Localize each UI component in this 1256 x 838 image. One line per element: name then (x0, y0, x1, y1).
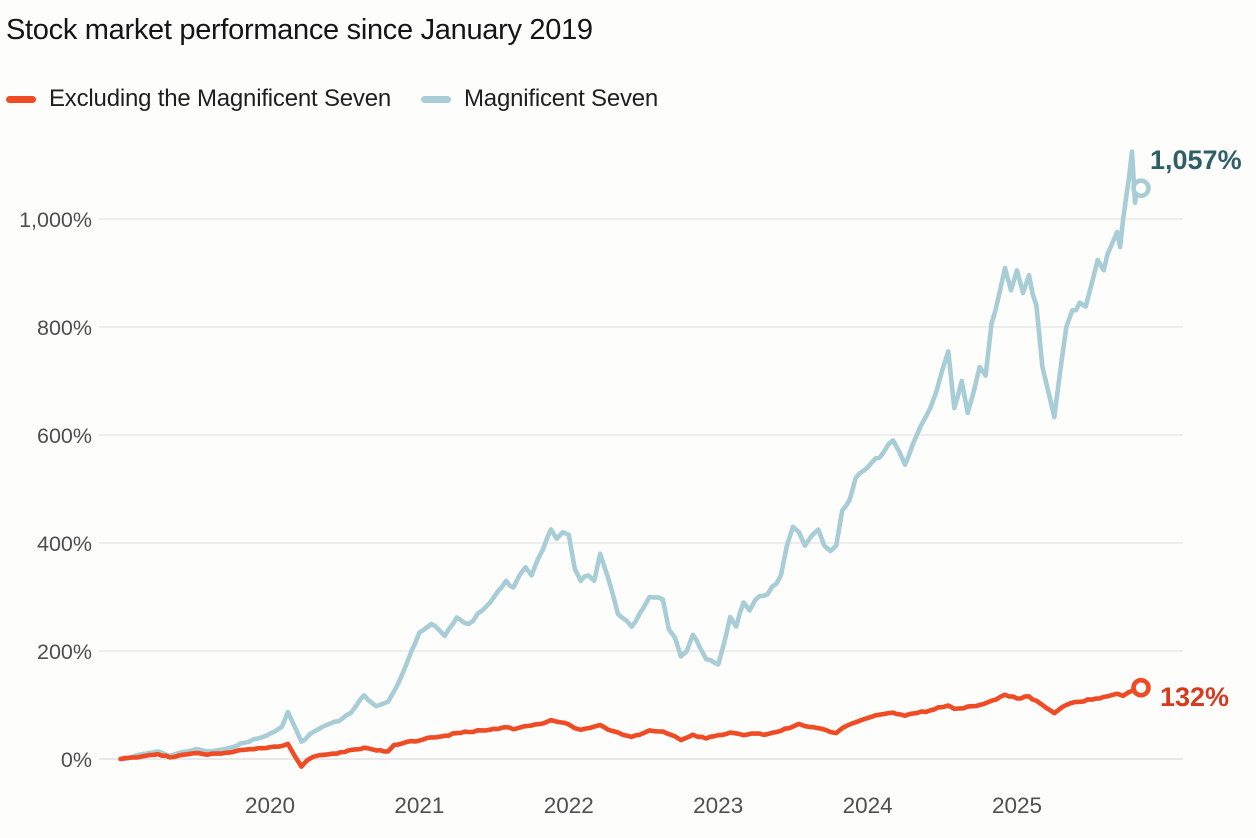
x-tick-label: 2023 (693, 793, 743, 818)
ex-mag7-line-swatch (6, 95, 36, 103)
mag7-end-value-label: 1,057% (1150, 145, 1242, 175)
legend-label-ex-mag7: Excluding the Magnificent Seven (49, 85, 392, 112)
x-tick-label: 2024 (843, 793, 893, 818)
series-ex-magnificent-seven-line (118, 685, 1144, 769)
x-tick-label: 2021 (394, 793, 444, 818)
chart-legend: Excluding the Magnificent Seven Magnific… (6, 85, 658, 113)
y-tick-label: 800% (37, 316, 92, 340)
legend-label-mag7: Magnificent Seven (464, 85, 659, 112)
ex-mag7-end-value-label: 132% (1160, 682, 1230, 712)
y-tick-label: 200% (37, 640, 92, 664)
x-tick-label: 2020 (245, 793, 295, 818)
x-tick-label: 2022 (544, 793, 594, 818)
y-tick-label: 1,000% (19, 208, 92, 232)
ex-mag7-end-marker (1131, 677, 1151, 698)
x-tick-label: 2025 (992, 793, 1042, 818)
y-tick-label: 600% (37, 424, 92, 448)
page-title: Stock market performance since January 2… (6, 14, 593, 46)
mag7-line-swatch (421, 95, 452, 103)
y-tick-label: 0% (61, 748, 92, 772)
series-magnificent-seven-line (118, 149, 1144, 762)
legend-item-mag7: Magnificent Seven (421, 85, 658, 113)
y-tick-label: 400% (37, 532, 92, 556)
mag7-end-marker (1131, 178, 1151, 199)
legend-item-ex-mag7: Excluding the Magnificent Seven (6, 85, 391, 113)
